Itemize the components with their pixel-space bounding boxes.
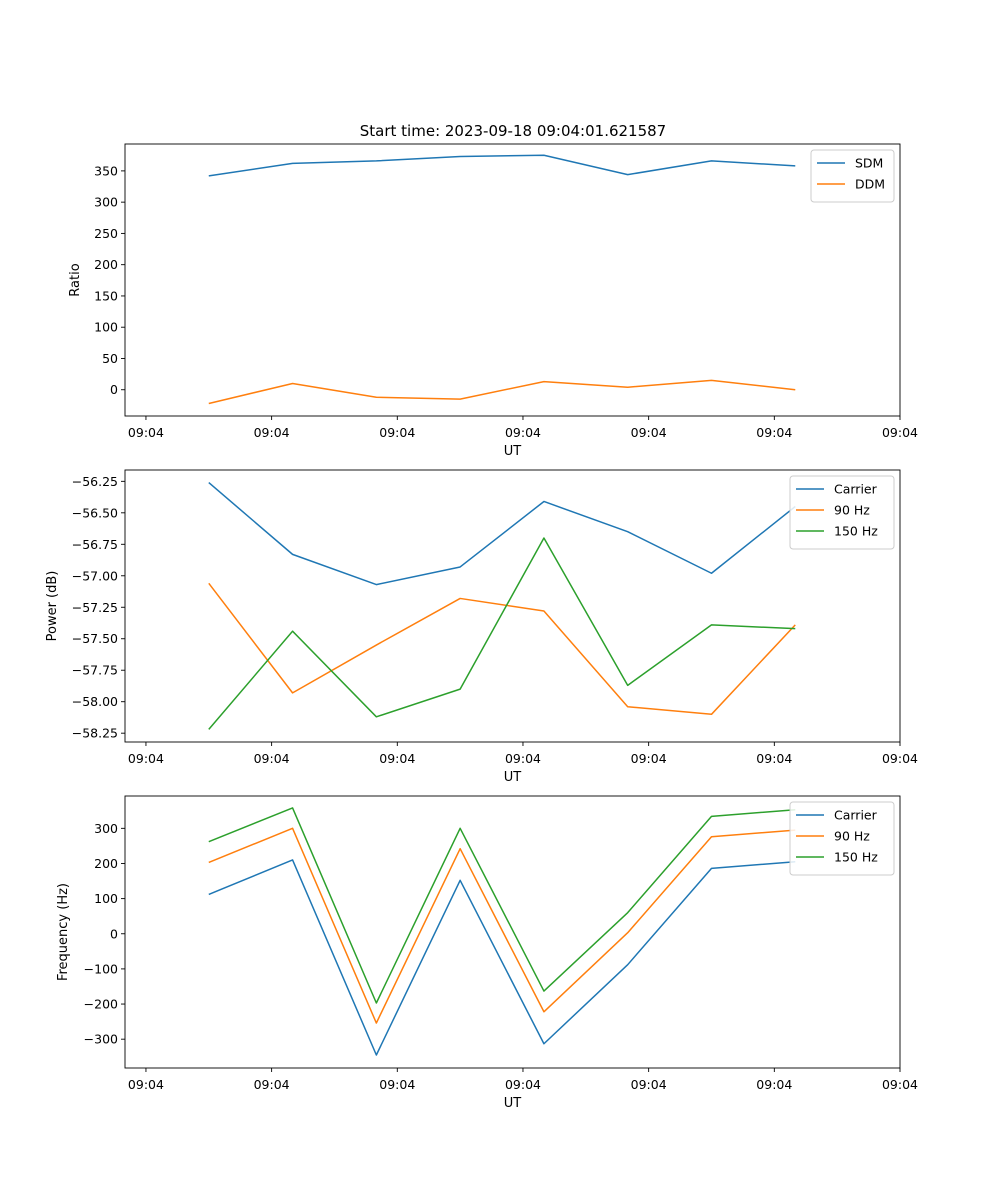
legend-label: 150 Hz bbox=[834, 524, 878, 539]
y-tick-label: −56.50 bbox=[72, 505, 118, 520]
x-axis-label: UT bbox=[504, 770, 522, 785]
axes-frame bbox=[124, 143, 901, 417]
series-line-carrier bbox=[208, 859, 796, 1056]
legend-label: DDM bbox=[855, 177, 885, 192]
y-tick-label: 0 bbox=[110, 382, 118, 397]
y-tick-label: −58.25 bbox=[72, 726, 118, 741]
legend-label: SDM bbox=[855, 156, 883, 171]
y-tick-label: −300 bbox=[84, 1032, 118, 1047]
chart-panel-2: −58.25 −58.00 −57.75 −57.50 −57.25 −57.00 −56.… bbox=[45, 469, 918, 785]
axes-frame bbox=[124, 795, 901, 1069]
x-tick-label: 09:04 bbox=[505, 425, 541, 440]
x-tick-label: 09:04 bbox=[505, 751, 541, 766]
y-tick-label: 200 bbox=[94, 257, 118, 272]
legend: Carrier 90 Hz 150 Hz bbox=[789, 801, 895, 876]
y-tick-label: −100 bbox=[84, 961, 118, 976]
x-tick-label: 09:04 bbox=[128, 1077, 164, 1092]
x-tick-label: 09:04 bbox=[756, 425, 792, 440]
y-tick-label: 0 bbox=[110, 926, 118, 941]
series-line-150-hz bbox=[208, 807, 796, 1004]
legend: SDM DDM bbox=[810, 149, 895, 203]
x-tick-label: 09:04 bbox=[379, 1077, 415, 1092]
y-tick-label: 100 bbox=[94, 320, 118, 335]
y-tick-label: 300 bbox=[94, 821, 118, 836]
series-line-90-hz bbox=[208, 582, 796, 716]
y-tick-label: 150 bbox=[94, 288, 118, 303]
y-tick-label: 200 bbox=[94, 856, 118, 871]
legend-label: 90 Hz bbox=[834, 503, 870, 518]
axes-frame bbox=[124, 469, 901, 743]
x-axis-label: UT bbox=[504, 1096, 522, 1111]
x-tick-label: 09:04 bbox=[128, 751, 164, 766]
y-tick-label: 300 bbox=[94, 195, 118, 210]
legend-label: Carrier bbox=[834, 808, 878, 823]
series-line-sdm bbox=[208, 154, 796, 177]
legend: Carrier 90 Hz 150 Hz bbox=[789, 475, 895, 550]
x-tick-label: 09:04 bbox=[756, 1077, 792, 1092]
chart-panel-1: 0 50 100 150 200 250 300 350 09:04 09:04 09:04 09:0… bbox=[68, 143, 918, 459]
series-line-150-hz bbox=[208, 537, 796, 730]
x-tick-label: 09:04 bbox=[128, 425, 164, 440]
x-tick-label: 09:04 bbox=[631, 425, 667, 440]
x-tick-label: 09:04 bbox=[756, 751, 792, 766]
x-tick-label: 09:04 bbox=[254, 1077, 290, 1092]
x-tick-label: 09:04 bbox=[882, 751, 918, 766]
x-tick-label: 09:04 bbox=[254, 751, 290, 766]
legend-label: Carrier bbox=[834, 482, 878, 497]
y-axis-label: Ratio bbox=[68, 263, 83, 296]
chart-panel-3: −300 −200 −100 0 100 200 300 09:04 09:04 09:04 09:… bbox=[56, 795, 918, 1111]
y-tick-label: −56.75 bbox=[72, 537, 118, 552]
y-axis-label: Power (dB) bbox=[45, 571, 60, 642]
x-tick-label: 09:04 bbox=[505, 1077, 541, 1092]
x-tick-label: 09:04 bbox=[882, 425, 918, 440]
y-tick-label: 100 bbox=[94, 891, 118, 906]
y-tick-label: 350 bbox=[94, 163, 118, 178]
y-tick-label: −57.50 bbox=[72, 631, 118, 646]
series-line-90-hz bbox=[208, 827, 796, 1024]
y-tick-label: −58.00 bbox=[72, 694, 118, 709]
x-tick-label: 09:04 bbox=[882, 1077, 918, 1092]
y-tick-label: −57.75 bbox=[72, 663, 118, 678]
x-axis-label: UT bbox=[504, 444, 522, 459]
legend-label: 90 Hz bbox=[834, 829, 870, 844]
y-tick-label: −56.25 bbox=[72, 474, 118, 489]
series-line-carrier bbox=[208, 482, 796, 586]
x-tick-label: 09:04 bbox=[379, 751, 415, 766]
x-tick-label: 09:04 bbox=[379, 425, 415, 440]
y-tick-label: −57.25 bbox=[72, 600, 118, 615]
y-axis-label: Frequency (Hz) bbox=[56, 883, 71, 981]
x-tick-label: 09:04 bbox=[254, 425, 290, 440]
x-tick-label: 09:04 bbox=[631, 751, 667, 766]
chart-title: Start time: 2023-09-18 09:04:01.621587 bbox=[360, 122, 666, 140]
legend-label: 150 Hz bbox=[834, 850, 878, 865]
y-tick-label: −200 bbox=[84, 997, 118, 1012]
series-line-ddm bbox=[208, 379, 796, 405]
y-tick-label: −57.00 bbox=[72, 568, 118, 583]
y-tick-label: 50 bbox=[102, 351, 118, 366]
y-tick-label: 250 bbox=[94, 226, 118, 241]
x-tick-label: 09:04 bbox=[631, 1077, 667, 1092]
